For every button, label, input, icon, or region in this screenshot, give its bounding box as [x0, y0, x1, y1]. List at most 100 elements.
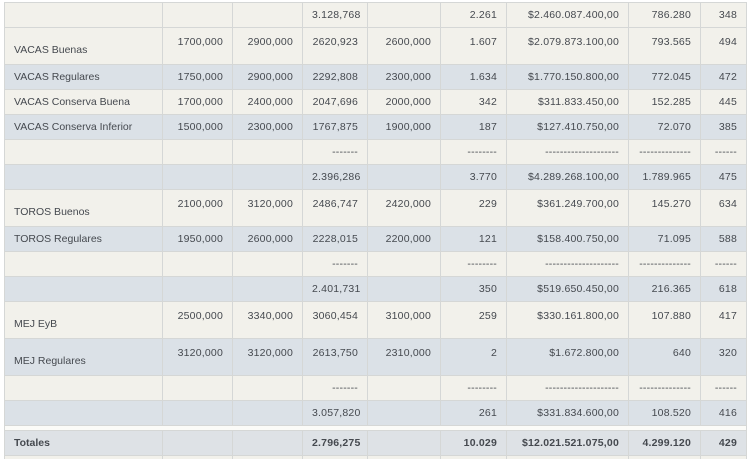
- value-cell: [162, 251, 233, 277]
- totals-row: Totales 2.796,275 10.029 $12.021.521.075,00…: [4, 430, 747, 456]
- value-cell: 2.261: [440, 2, 507, 28]
- value-cell: 2486,747: [302, 189, 368, 227]
- row-label-cell: VACAS Conserva Buena: [4, 89, 163, 115]
- value-cell: [232, 139, 303, 165]
- table-row: ------- -------- -------------------- -----…: [4, 251, 747, 277]
- value-cell: 3120,000: [162, 338, 233, 376]
- value-cell: 10.029: [440, 430, 507, 456]
- value-cell: 429: [700, 430, 747, 456]
- row-label-cell: TOROS Regulares: [4, 226, 163, 252]
- value-cell: 2100,000: [162, 189, 233, 227]
- value-cell: 71.095: [628, 226, 701, 252]
- value-cell: 3100,000: [367, 301, 441, 339]
- value-cell: [232, 251, 303, 277]
- value-cell: $2.460.087.400,00: [506, 2, 629, 28]
- value-cell: [700, 455, 747, 459]
- value-cell: 187: [440, 114, 507, 140]
- table-row: ------- -------- -------------------- -----…: [4, 139, 747, 165]
- row-label-cell: [4, 276, 163, 302]
- value-cell: 2200,000: [367, 226, 441, 252]
- value-cell: [162, 375, 233, 401]
- value-cell: 145.270: [628, 189, 701, 227]
- value-cell: 2228,015: [302, 226, 368, 252]
- value-cell: 2.796,275: [302, 430, 368, 456]
- row-label-cell: [4, 164, 163, 190]
- value-cell: 348: [700, 2, 747, 28]
- value-cell: [506, 455, 629, 459]
- value-cell: [162, 276, 233, 302]
- value-cell: 2300,000: [367, 64, 441, 90]
- value-cell: ------: [700, 251, 747, 277]
- value-cell: 2500,000: [162, 301, 233, 339]
- livestock-prices-table: 3.128,768 2.261 $2.460.087.400,00 786.280 34…: [4, 2, 747, 459]
- value-cell: $330.161.800,00: [506, 301, 629, 339]
- row-label-cell: [4, 375, 163, 401]
- value-cell: [232, 2, 303, 28]
- value-cell: [367, 276, 441, 302]
- value-cell: [367, 251, 441, 277]
- value-cell: 772.045: [628, 64, 701, 90]
- value-cell: 494: [700, 27, 747, 65]
- value-cell: 2: [440, 338, 507, 376]
- row-label-cell: [4, 139, 163, 165]
- row-label-cell: [4, 251, 163, 277]
- table-row: VACAS Buenas 1700,000 2900,000 2620,923 2600…: [4, 27, 747, 65]
- value-cell: $361.249.700,00: [506, 189, 629, 227]
- value-cell: 1.634: [440, 64, 507, 90]
- row-label-cell: MEJ Regulares: [4, 338, 163, 376]
- value-cell: -------: [302, 375, 368, 401]
- value-cell: 416: [700, 400, 747, 426]
- value-cell: 216.365: [628, 276, 701, 302]
- value-cell: 2292,808: [302, 64, 368, 90]
- value-cell: $2.079.873.100,00: [506, 27, 629, 65]
- value-cell: [232, 455, 303, 459]
- value-cell: 1750,000: [162, 64, 233, 90]
- value-cell: [232, 276, 303, 302]
- value-cell: 3340,000: [232, 301, 303, 339]
- value-cell: --------------: [628, 375, 701, 401]
- table-row: VACAS Regulares 1750,000 2900,000 2292,808 2…: [4, 64, 747, 90]
- value-cell: 2613,750: [302, 338, 368, 376]
- value-cell: 4.299.120: [628, 430, 701, 456]
- value-cell: 3.057,820: [302, 400, 368, 426]
- value-cell: --------------------: [506, 139, 629, 165]
- table-row: VACAS Conserva Buena 1700,000 2400,000 2047…: [4, 89, 747, 115]
- value-cell: --------: [440, 251, 507, 277]
- value-cell: 1.607: [440, 27, 507, 65]
- value-cell: --------------------: [506, 251, 629, 277]
- table-row: MEJ Regulares 3120,000 3120,000 2613,750 231…: [4, 338, 747, 376]
- value-cell: [232, 400, 303, 426]
- value-cell: 2300,000: [232, 114, 303, 140]
- value-cell: [162, 164, 233, 190]
- value-cell: 2310,000: [367, 338, 441, 376]
- value-cell: [367, 430, 441, 456]
- value-cell: [162, 400, 233, 426]
- value-cell: --------------------: [506, 375, 629, 401]
- value-cell: 2620,923: [302, 27, 368, 65]
- value-cell: [232, 375, 303, 401]
- value-cell: 2420,000: [367, 189, 441, 227]
- value-cell: 3120,000: [232, 338, 303, 376]
- table-row: 2.401,731 350 $519.650.450,00 216.365 618: [4, 276, 747, 302]
- row-label-cell: VACAS Conserva Inferior: [4, 114, 163, 140]
- table-row: 2.396,286 3.770 $4.289.268.100,00 1.789.965…: [4, 164, 747, 190]
- value-cell: -------: [302, 139, 368, 165]
- value-cell: 2.401,731: [302, 276, 368, 302]
- value-cell: --------------: [628, 139, 701, 165]
- value-cell: $519.650.450,00: [506, 276, 629, 302]
- value-cell: 3060,454: [302, 301, 368, 339]
- value-cell: --------: [440, 375, 507, 401]
- value-cell: [367, 139, 441, 165]
- value-cell: $1.672.800,00: [506, 338, 629, 376]
- value-cell: --------------: [628, 251, 701, 277]
- value-cell: [302, 455, 368, 459]
- value-cell: 2600,000: [367, 27, 441, 65]
- value-cell: [162, 139, 233, 165]
- value-cell: 342: [440, 89, 507, 115]
- table-row: TOROS Buenos 2100,000 3120,000 2486,747 2420…: [4, 189, 747, 227]
- value-cell: 229: [440, 189, 507, 227]
- value-cell: 121: [440, 226, 507, 252]
- value-cell: 108.520: [628, 400, 701, 426]
- value-cell: [232, 430, 303, 456]
- row-label-cell: [4, 400, 163, 426]
